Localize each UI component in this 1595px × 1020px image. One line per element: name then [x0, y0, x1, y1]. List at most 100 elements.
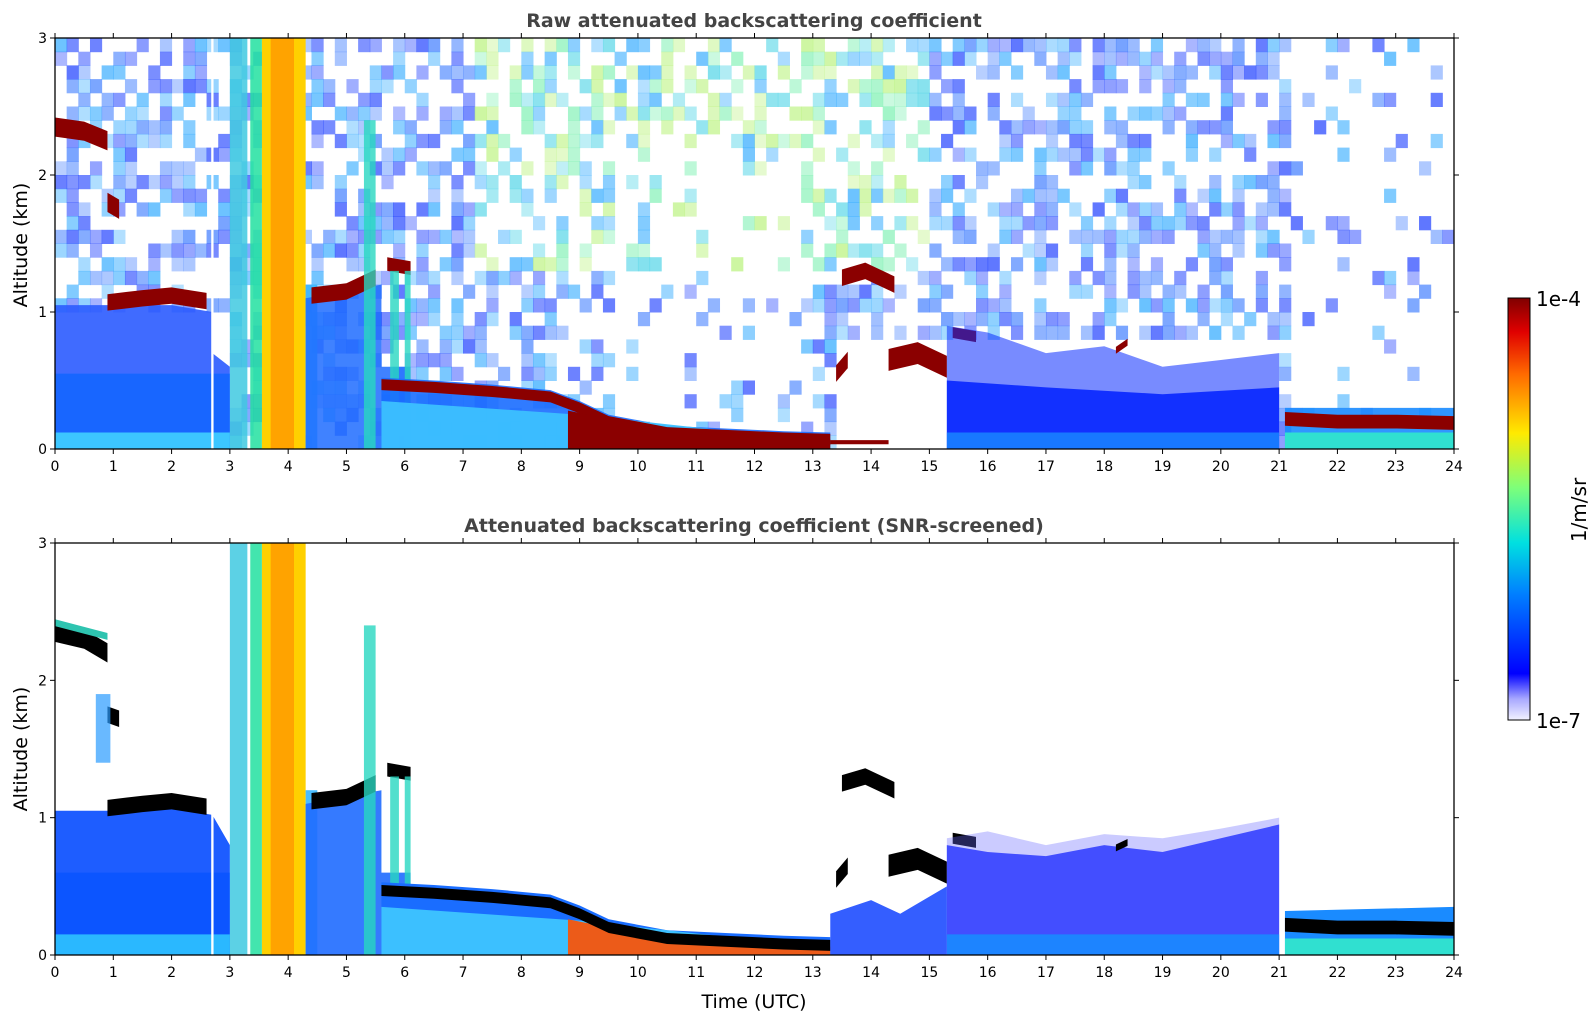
- noise-cell: [707, 65, 721, 80]
- noise-cell: [463, 243, 476, 258]
- noise-cell: [812, 298, 825, 313]
- noise-cell: [917, 92, 930, 107]
- noise-cell: [55, 229, 68, 244]
- noise-cell: [544, 133, 557, 149]
- noise-cell: [801, 65, 814, 80]
- noise-cell: [754, 79, 767, 94]
- noise-cell: [672, 202, 686, 217]
- noise-cell: [1244, 65, 1257, 80]
- noise-cell: [89, 175, 103, 190]
- noise-cell: [952, 106, 965, 121]
- noise-cell: [311, 92, 324, 107]
- noise-cell: [1139, 133, 1152, 149]
- noise-cell: [381, 175, 394, 190]
- noise-cell: [649, 257, 662, 272]
- aerosol-cloud-layers: [55, 543, 1454, 955]
- noise-cell: [521, 65, 534, 80]
- noise-cell: [393, 38, 406, 53]
- noise-cell: [742, 133, 755, 149]
- noise-cell: [532, 298, 546, 313]
- x-tick-label: 20: [1212, 459, 1230, 475]
- precip-shaft: [229, 38, 248, 449]
- noise-cell: [637, 216, 651, 231]
- noise-cell: [987, 202, 1000, 217]
- noise-cell: [404, 79, 417, 94]
- noise-cell: [556, 270, 569, 286]
- noise-cell: [89, 243, 103, 258]
- noise-cell: [451, 339, 464, 354]
- noise-cell: [416, 312, 429, 327]
- noise-cell: [812, 51, 825, 66]
- noise-cell: [1127, 175, 1140, 190]
- noise-cell: [521, 51, 534, 66]
- noise-cell: [148, 270, 161, 286]
- noise-cell: [183, 38, 196, 53]
- noise-cell: [1150, 106, 1164, 121]
- noise-cell: [1197, 188, 1210, 203]
- noise-cell: [649, 188, 662, 203]
- noise-cell: [89, 79, 103, 94]
- noise-cell: [1115, 38, 1129, 53]
- noise-cell: [731, 133, 744, 149]
- noise-cell: [474, 339, 487, 354]
- noise-cell: [416, 339, 429, 354]
- noise-cell: [346, 79, 359, 94]
- noise-cell: [707, 120, 721, 135]
- noise-cell: [124, 106, 138, 121]
- noise-cell: [1034, 38, 1047, 53]
- x-tick-label: 20: [1212, 965, 1230, 981]
- noise-cell: [567, 38, 581, 53]
- noise-cell: [1092, 270, 1105, 286]
- noise-cell: [626, 339, 639, 354]
- noise-cell: [416, 353, 429, 368]
- x-tick-label: 18: [1095, 459, 1113, 475]
- noise-cell: [381, 216, 394, 231]
- noise-cell: [1092, 229, 1105, 244]
- noise-cell: [428, 298, 441, 313]
- noise-cell: [812, 65, 825, 80]
- x-tick-label: 2: [167, 965, 176, 981]
- noise-cell: [416, 243, 429, 258]
- noise-cell: [194, 38, 208, 53]
- cloud: [841, 768, 895, 799]
- noise-cell: [847, 216, 860, 231]
- colorbar-max-label: 1e-4: [1536, 287, 1581, 311]
- noise-cell: [486, 284, 499, 299]
- noise-cell: [941, 257, 954, 272]
- noise-cell: [1104, 120, 1117, 135]
- noise-cell: [1279, 243, 1292, 258]
- noise-cell: [1232, 92, 1245, 107]
- noise-cell: [532, 79, 546, 94]
- noise-cell: [1279, 92, 1292, 107]
- noise-cell: [451, 257, 464, 272]
- noise-cell: [1162, 79, 1175, 94]
- noise-cell: [521, 325, 534, 340]
- noise-cell: [218, 188, 231, 203]
- noise-cell: [1220, 51, 1233, 66]
- noise-cell: [509, 175, 522, 190]
- noise-cell: [428, 229, 441, 244]
- noise-cell: [451, 106, 464, 121]
- noise-cell: [358, 92, 371, 107]
- noise-cell: [696, 79, 709, 94]
- noise-cell: [602, 92, 616, 107]
- noise-cell: [894, 65, 907, 80]
- noise-cell: [1139, 175, 1152, 190]
- noise-cell: [801, 38, 814, 53]
- noise-cell: [987, 298, 1000, 313]
- x-tick-label: 1: [109, 459, 118, 475]
- noise-cell: [113, 257, 126, 272]
- noise-cell: [1115, 325, 1129, 340]
- noise-cell: [801, 51, 814, 66]
- y-tick-label: 0: [38, 442, 47, 458]
- noise-cell: [451, 325, 464, 340]
- noise-cell: [439, 65, 452, 80]
- noise-cell: [509, 312, 522, 327]
- cloud-base: [107, 792, 207, 817]
- noise-cell: [428, 161, 441, 176]
- axis-ticks: 0 1 2 3 4 5 6 7 8 9 10 11 12 13 14 15 16 17 18 19 20 21 22 23 24…: [38, 31, 1463, 475]
- noise-cell: [451, 202, 464, 217]
- noise-cell: [777, 216, 790, 231]
- noise-cell: [591, 284, 604, 299]
- noise-cell: [1010, 147, 1024, 162]
